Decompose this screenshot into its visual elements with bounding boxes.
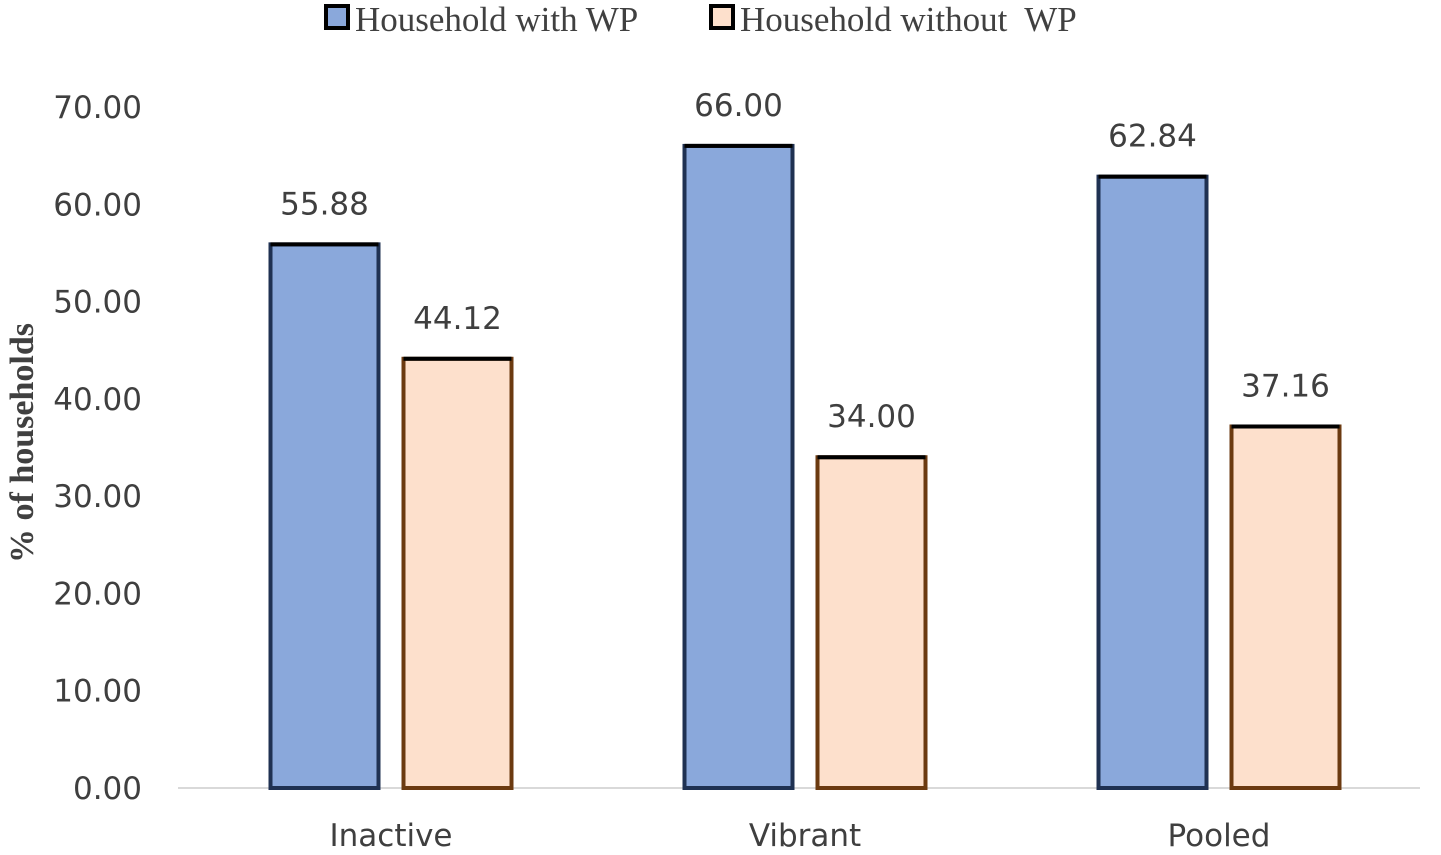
- legend: Household with WP Household without WP: [324, 0, 1077, 39]
- legend-item-with-wp[interactable]: Household with WP: [324, 0, 638, 39]
- y-axis-ticks: 0.00 10.00 20.00 30.00 40.00 50.00 60.00 70.00: [53, 90, 142, 807]
- y-tick-label: 30.00: [53, 479, 142, 515]
- y-tick-label: 10.00: [53, 674, 142, 710]
- data-label-vibrant-household-without-wp: 34.00: [827, 399, 916, 435]
- legend-swatch-with-wp: [324, 4, 350, 30]
- data-label-pooled-household-with-wp: 62.84: [1108, 119, 1197, 155]
- y-tick-label: 50.00: [53, 285, 142, 321]
- category-label-inactive: Inactive: [329, 818, 452, 854]
- data-label-inactive-household-with-wp: 55.88: [280, 186, 369, 222]
- category-label-vibrant: Vibrant: [749, 818, 861, 854]
- legend-swatch-without-wp: [709, 4, 735, 30]
- legend-label-with-wp: Household with WP: [355, 0, 638, 39]
- legend-label-without-wp: Household without WP: [740, 0, 1077, 39]
- y-tick-label: 20.00: [53, 576, 142, 612]
- y-tick-label: 0.00: [73, 771, 142, 807]
- x-axis-categories: Inactive Vibrant Pooled: [329, 818, 1270, 854]
- bar-inactive-household-without-wp[interactable]: [401, 356, 514, 790]
- bar-pooled-household-without-wp[interactable]: [1229, 424, 1342, 790]
- bar-pooled-household-with-wp[interactable]: [1096, 174, 1209, 791]
- y-axis-title: % of households: [4, 323, 41, 563]
- data-label-vibrant-household-with-wp: 66.00: [694, 88, 783, 124]
- bar-vibrant-household-with-wp[interactable]: [682, 143, 795, 790]
- data-labels: 55.88 44.12 66.00 34.00 62.84 37.16: [280, 88, 1330, 435]
- data-label-inactive-household-without-wp: 44.12: [413, 301, 502, 337]
- y-tick-label: 40.00: [53, 382, 142, 418]
- bar-vibrant-household-without-wp[interactable]: [815, 455, 928, 790]
- bars: [268, 143, 1342, 791]
- data-label-pooled-household-without-wp: 37.16: [1241, 368, 1330, 404]
- y-tick-label: 70.00: [53, 90, 142, 126]
- legend-item-without-wp[interactable]: Household without WP: [709, 0, 1077, 39]
- y-tick-label: 60.00: [53, 187, 142, 223]
- category-label-pooled: Pooled: [1168, 818, 1271, 854]
- bar-inactive-household-with-wp[interactable]: [268, 242, 381, 790]
